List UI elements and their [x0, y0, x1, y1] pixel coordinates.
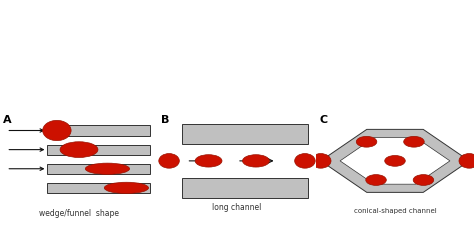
Bar	[182, 124, 308, 144]
Ellipse shape	[385, 155, 405, 166]
Text: long channel: long channel	[212, 202, 262, 211]
Text: B: B	[161, 115, 170, 125]
Text: A: A	[3, 115, 12, 125]
Bar	[47, 164, 150, 174]
Ellipse shape	[310, 153, 331, 168]
Ellipse shape	[195, 155, 222, 167]
Ellipse shape	[295, 153, 315, 168]
Ellipse shape	[243, 155, 269, 167]
Text: conical-shaped channel: conical-shaped channel	[354, 208, 437, 214]
Bar	[182, 178, 308, 198]
Bar	[47, 183, 150, 193]
Polygon shape	[340, 137, 450, 184]
Polygon shape	[321, 129, 469, 192]
Ellipse shape	[413, 175, 434, 185]
Ellipse shape	[366, 175, 386, 185]
Ellipse shape	[159, 153, 179, 168]
Text: C: C	[319, 115, 327, 125]
Ellipse shape	[60, 142, 98, 158]
Bar	[47, 126, 150, 135]
Bar	[47, 145, 150, 155]
Polygon shape	[340, 137, 450, 184]
Text: wedge/funnel  shape: wedge/funnel shape	[39, 209, 119, 218]
Ellipse shape	[104, 182, 148, 194]
Ellipse shape	[404, 136, 424, 147]
Ellipse shape	[356, 136, 377, 147]
Ellipse shape	[85, 163, 129, 174]
Ellipse shape	[459, 153, 474, 168]
Ellipse shape	[43, 120, 71, 141]
